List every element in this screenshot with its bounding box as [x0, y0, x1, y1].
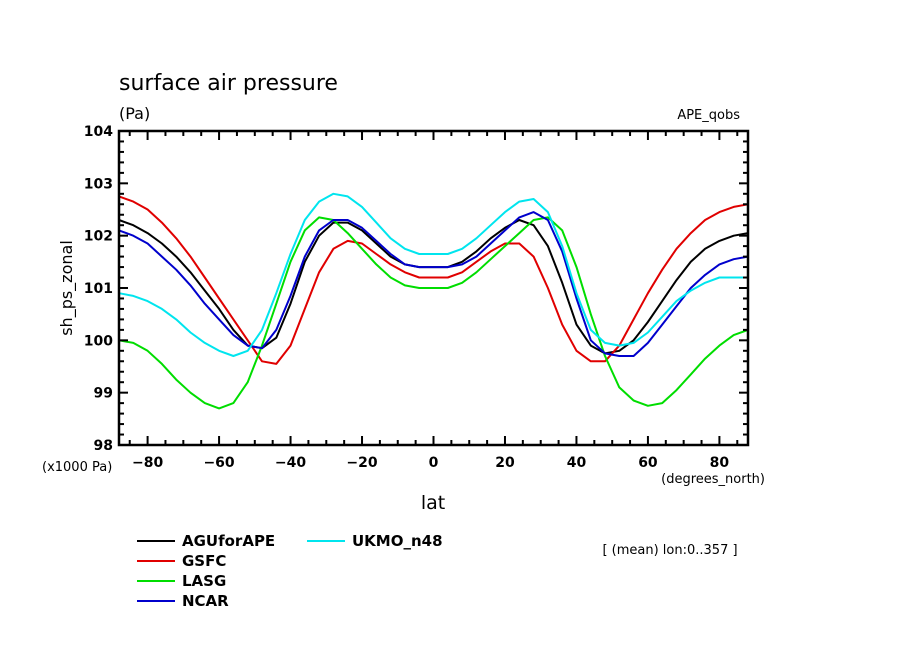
- y-axis-label: sh_ps_zonal: [57, 240, 77, 336]
- y-tick-label: 100: [84, 333, 113, 349]
- legend-label: NCAR: [182, 592, 229, 610]
- x-units-label: (degrees_north): [661, 472, 765, 487]
- series-line-gsfc: [118, 195, 749, 365]
- units-label: (Pa): [119, 104, 150, 123]
- y-tick-label: 101: [84, 281, 113, 297]
- chart-title: surface air pressure: [119, 71, 338, 96]
- x-axis-label: lat: [421, 492, 445, 514]
- y-tick-label: 102: [84, 229, 113, 245]
- legend-label: AGUforAPE: [182, 532, 275, 550]
- legend-label: UKMO_n48: [352, 532, 443, 550]
- y-tick-label: 99: [94, 386, 113, 402]
- series-line-lasg: [118, 216, 749, 410]
- x-tick-label: 40: [567, 455, 587, 471]
- x-tick-label: 0: [429, 455, 439, 471]
- x-tick-label: −40: [275, 455, 306, 471]
- tick-labels: −80 −60 −40 −20 0 20 40 60 80 98 99 100 101 102 103 104: [84, 124, 730, 471]
- series-line-ukmo-n48: [118, 192, 748, 357]
- plot-frame: [117, 129, 750, 447]
- annotation: [ (mean) lon:0..357 ]: [602, 543, 737, 558]
- series-line-aguforape: [118, 219, 749, 355]
- legend-label: GSFC: [182, 552, 226, 570]
- x-tick-label: −80: [132, 455, 163, 471]
- series-line-ncar: [118, 211, 749, 357]
- experiment-label: APE_qobs: [677, 108, 740, 123]
- x-tick-label: 60: [638, 455, 658, 471]
- legend: AGUforAPE GSFC LASG NCAR UKMO_n48: [137, 532, 443, 610]
- y-scale-label: (x1000 Pa): [42, 460, 112, 475]
- legend-label: LASG: [182, 572, 226, 590]
- y-tick-label: 103: [84, 176, 113, 192]
- series-layer: [118, 192, 749, 410]
- y-tick-label: 98: [94, 438, 113, 454]
- y-tick-label: 104: [84, 124, 113, 140]
- x-tick-label: 80: [710, 455, 730, 471]
- x-tick-label: 20: [495, 455, 515, 471]
- x-tick-label: −60: [203, 455, 234, 471]
- x-tick-label: −20: [346, 455, 377, 471]
